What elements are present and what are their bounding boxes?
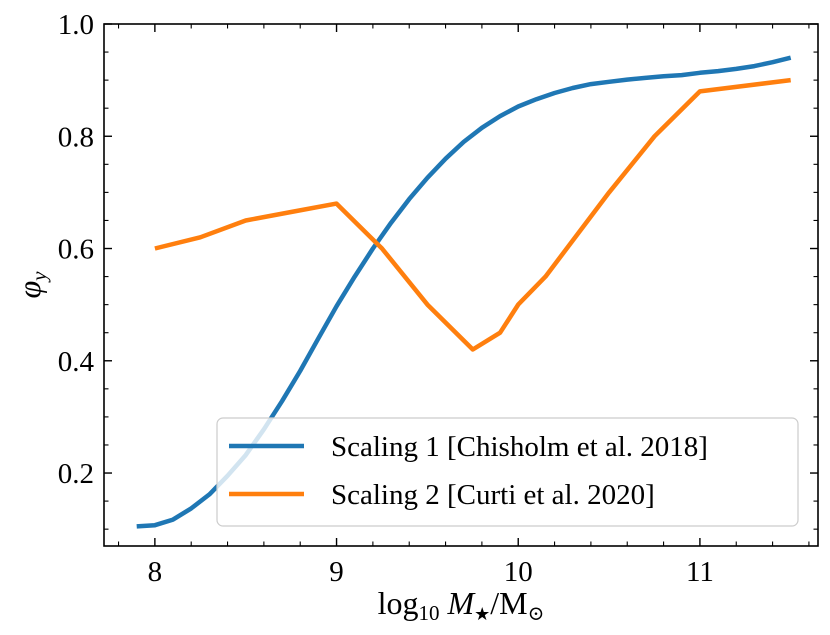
series-line-2 <box>154 77 791 352</box>
legend-box <box>216 417 799 527</box>
y-tick-label: 0.2 <box>58 458 94 490</box>
y-tick-label: 0.8 <box>58 121 94 153</box>
x-label-log: log <box>378 585 419 621</box>
x-tick-label: 9 <box>329 556 344 588</box>
x-tick-label: 11 <box>686 556 714 588</box>
x-tick-label: 10 <box>504 556 533 588</box>
y-tick-label: 0.4 <box>58 346 95 378</box>
y-tick-label: 1.0 <box>58 9 94 41</box>
x-label-log-sub: 10 <box>418 601 439 625</box>
x-axis-label: log10 M★/M⊙ <box>378 585 545 625</box>
x-tick-label: 8 <box>148 556 163 588</box>
legend: Scaling 1 [Chisholm et al. 2018] Scaling… <box>216 417 799 527</box>
ticks <box>104 23 818 546</box>
y-label-sub: y <box>27 271 51 283</box>
x-label-suffix-sub: ⊙ <box>528 603 545 625</box>
tick-labels: 8 9 10 11 0.2 0.4 0.6 0.8 1.0 <box>58 9 714 588</box>
y-axis-label: φy <box>11 271 51 299</box>
legend-label-1: Scaling 1 [Chisholm et al. 2018] <box>331 431 708 463</box>
plot-frame <box>103 23 819 547</box>
y-tick-label: 0.6 <box>58 234 94 266</box>
y-label-symbol: φ <box>11 281 47 299</box>
legend-label-2: Scaling 2 [Curti et al. 2020] <box>331 479 655 511</box>
x-label-var: M <box>446 585 476 621</box>
x-label-var-sub: ★ <box>474 604 490 624</box>
x-label-suffix: /M <box>490 585 527 621</box>
